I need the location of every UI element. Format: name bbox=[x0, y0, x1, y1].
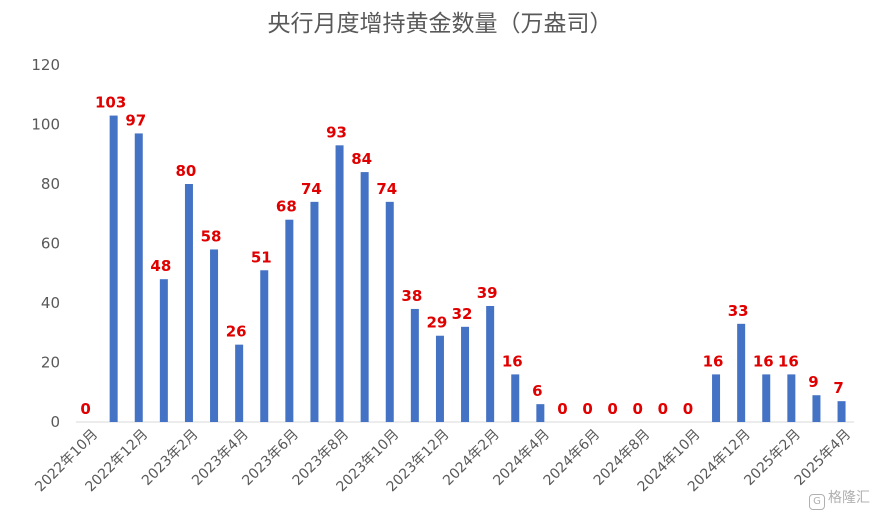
data-label: 33 bbox=[728, 302, 749, 320]
bar bbox=[737, 323, 746, 422]
data-label: 0 bbox=[582, 400, 592, 418]
chart-title: 央行月度增持黄金数量（万盎司） bbox=[267, 11, 613, 37]
data-label: 16 bbox=[703, 352, 724, 370]
bar bbox=[134, 133, 143, 423]
glh-logo-icon: G bbox=[809, 494, 825, 510]
data-label: 74 bbox=[301, 180, 322, 198]
data-label: 16 bbox=[502, 352, 523, 370]
data-label: 0 bbox=[683, 400, 693, 418]
data-label: 97 bbox=[125, 111, 146, 129]
bar bbox=[410, 308, 419, 422]
data-label: 0 bbox=[658, 400, 668, 418]
data-label: 7 bbox=[833, 379, 843, 397]
data-label: 0 bbox=[633, 400, 643, 418]
y-tick-label: 20 bbox=[41, 354, 60, 372]
bar bbox=[235, 344, 244, 422]
bar bbox=[762, 374, 771, 422]
data-label: 58 bbox=[201, 227, 222, 245]
data-label: 39 bbox=[477, 284, 498, 302]
bar bbox=[435, 335, 444, 422]
x-axis-ticks: 2022年10月2022年12月2023年2月2023年4月2023年6月202… bbox=[32, 426, 854, 495]
watermark: G 格隆汇 bbox=[809, 487, 870, 510]
data-label: 51 bbox=[251, 248, 272, 266]
data-label: 16 bbox=[753, 352, 774, 370]
data-label: 80 bbox=[176, 162, 197, 180]
data-label: 26 bbox=[226, 323, 247, 341]
bar bbox=[360, 172, 369, 422]
y-tick-label: 40 bbox=[41, 294, 60, 312]
y-tick-label: 100 bbox=[31, 116, 60, 134]
y-tick-label: 0 bbox=[50, 413, 60, 431]
data-label: 29 bbox=[427, 314, 448, 332]
data-label: 84 bbox=[351, 150, 372, 168]
y-axis-ticks: 0 20 40 60 80 100 120 bbox=[31, 56, 60, 431]
data-label: 0 bbox=[557, 400, 567, 418]
bar bbox=[536, 404, 545, 422]
watermark-text: 格隆汇 bbox=[828, 490, 870, 506]
bar bbox=[310, 201, 319, 422]
data-label: 0 bbox=[607, 400, 617, 418]
bar bbox=[385, 201, 394, 422]
bar bbox=[461, 326, 470, 422]
data-label: 9 bbox=[808, 373, 818, 391]
data-label: 6 bbox=[532, 382, 542, 400]
bar bbox=[184, 184, 193, 422]
y-tick-label: 80 bbox=[41, 175, 60, 193]
bar bbox=[285, 219, 294, 422]
data-label: 48 bbox=[150, 257, 171, 275]
bars bbox=[109, 115, 846, 423]
data-label: 0 bbox=[80, 400, 90, 418]
bar bbox=[837, 401, 846, 422]
bar bbox=[486, 305, 495, 422]
data-label: 32 bbox=[452, 305, 473, 323]
bar bbox=[260, 270, 269, 422]
y-tick-label: 60 bbox=[41, 235, 60, 253]
data-label: 38 bbox=[401, 287, 422, 305]
bar bbox=[787, 374, 796, 422]
data-label: 74 bbox=[376, 180, 397, 198]
data-label: 16 bbox=[778, 352, 799, 370]
y-tick-label: 120 bbox=[31, 56, 60, 74]
bar bbox=[109, 115, 118, 422]
bar bbox=[511, 374, 520, 422]
data-label: 93 bbox=[326, 123, 347, 141]
bar bbox=[159, 279, 168, 422]
data-label: 68 bbox=[276, 198, 297, 216]
bar bbox=[712, 374, 721, 422]
bar bbox=[335, 145, 344, 422]
data-label: 103 bbox=[95, 94, 126, 112]
bar bbox=[812, 395, 821, 422]
bar bbox=[210, 249, 219, 422]
